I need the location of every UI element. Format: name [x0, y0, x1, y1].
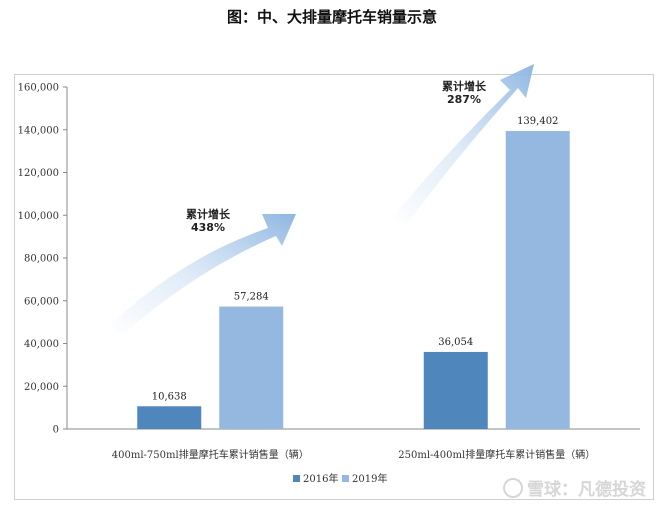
y-tick-label: 20,000	[24, 382, 59, 393]
legend-label-2016: 2016年	[303, 472, 338, 485]
y-tick-label: 60,000	[24, 296, 59, 307]
data-label: 36,054	[438, 337, 473, 348]
growth-annotation-2-title: 累计增长	[442, 79, 487, 93]
bar-2019年-1	[505, 131, 570, 429]
bar-2019年-0	[219, 306, 284, 429]
chart-title: 图：中、大排量摩托车销量示意	[226, 8, 437, 26]
snowball-logo-icon	[503, 477, 523, 498]
x-category-label: 400ml-750ml排量摩托车累计销售量（辆）	[112, 448, 309, 461]
legend-swatch-2016	[293, 475, 300, 482]
data-label: 139,402	[517, 116, 558, 127]
growth-annotation-2-value: 287%	[447, 93, 481, 106]
y-tick-label: 0	[53, 425, 59, 436]
data-label: 57,284	[234, 292, 269, 303]
growth-annotation-1-value: 438%	[191, 221, 225, 234]
y-tick-label: 40,000	[24, 339, 59, 350]
y-tick-label: 160,000	[18, 83, 59, 94]
y-tick-label: 100,000	[18, 211, 59, 222]
bar-2016年-1	[423, 351, 488, 429]
chart-frame	[14, 74, 654, 500]
growth-arrow-1	[110, 214, 296, 335]
y-tick-label: 140,000	[18, 125, 59, 136]
growth-annotation-1-title: 累计增长	[186, 207, 231, 221]
y-tick-label: 80,000	[24, 254, 59, 265]
y-tick-label: 120,000	[18, 168, 59, 179]
x-category-label: 250ml-400ml排量摩托车累计销售量（辆）	[398, 448, 595, 461]
data-label: 10,638	[152, 391, 187, 402]
growth-arrow-2	[392, 64, 534, 226]
legend-swatch-2019	[342, 475, 349, 482]
bar-2016年-0	[137, 406, 202, 429]
legend-label-2019: 2019年	[352, 472, 387, 485]
watermark: 雪球：凡德投资	[503, 475, 646, 500]
watermark-text: 雪球：凡德投资	[527, 480, 646, 500]
